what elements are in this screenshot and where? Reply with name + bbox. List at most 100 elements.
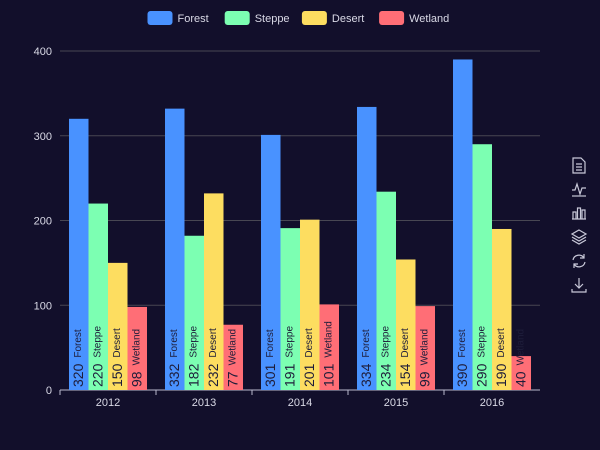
bar-series-label: Wetland (515, 329, 526, 366)
bar-forest-2014[interactable] (261, 134, 281, 390)
y-tick-label: 400 (34, 46, 52, 58)
bar-forest-2012[interactable] (69, 118, 89, 391)
bar-series-label: Forest (73, 329, 84, 358)
bar-value-label: 154 (397, 363, 413, 387)
bar-series-label: Forest (361, 329, 372, 358)
bar-data-label: 234 Steppe (377, 326, 393, 387)
bar-series-label: Desert (400, 328, 411, 358)
bar-series-label: Wetland (323, 321, 334, 358)
bar-labels: 320 Forest 220 Steppe 150 Desert 98 Wetland 332 F… (70, 321, 529, 387)
bars (69, 59, 532, 391)
bar-value-label: 150 (109, 363, 125, 387)
bar-series-label: Steppe (476, 326, 487, 358)
bar-data-label: 182 Steppe (185, 326, 201, 387)
legend-swatch (301, 11, 327, 25)
bar-value-label: 190 (493, 363, 509, 387)
bar-wetland-2012[interactable] (127, 306, 148, 390)
legend[interactable]: Forest Steppe Desert Wetland (147, 11, 450, 25)
download-icon[interactable] (571, 278, 587, 293)
bar-data-label: 332 Forest (166, 329, 182, 387)
bar-value-label: 290 (473, 363, 489, 387)
stack-icon[interactable] (570, 229, 588, 245)
bar-series-label: Wetland (131, 329, 142, 366)
legend-swatch (147, 11, 173, 25)
bar-data-label: 154 Desert (397, 328, 413, 387)
bar-data-label: 201 Desert (301, 328, 317, 387)
bar-steppe-2013[interactable] (184, 235, 205, 390)
bar-series-label: Steppe (92, 326, 103, 358)
bar-steppe-2012[interactable] (88, 203, 109, 390)
bar-forest-2013[interactable] (165, 108, 185, 390)
bar-value-label: 232 (205, 363, 221, 387)
data-view-icon[interactable] (572, 157, 586, 174)
y-tick-label: 300 (34, 131, 52, 143)
bar-data-label: 99 Wetland (416, 329, 432, 387)
legend-label: Steppe (255, 13, 290, 25)
legend-label: Forest (178, 13, 209, 25)
bar-forest-2015[interactable] (357, 106, 377, 390)
legend-item-forest[interactable]: Forest (147, 11, 209, 25)
bar-series-label: Steppe (188, 326, 199, 358)
bar-value-label: 182 (185, 363, 201, 387)
bar-series-label: Wetland (227, 329, 238, 366)
legend-label: Wetland (409, 13, 449, 25)
bar-value-label: 234 (377, 363, 393, 387)
y-tick-label: 100 (34, 300, 52, 312)
bar-data-label: 77 Wetland (224, 329, 240, 387)
bar-desert-2015[interactable] (396, 259, 416, 390)
bar-wetland-2014[interactable] (319, 304, 340, 390)
legend-item-desert[interactable]: Desert (301, 11, 364, 25)
x-tick-label: 2013 (192, 397, 216, 409)
bar-value-label: 301 (262, 363, 278, 387)
legend-label: Desert (332, 13, 364, 25)
bar-desert-2012[interactable] (108, 262, 128, 390)
bar-value-label: 77 (224, 371, 240, 387)
bar-desert-2014[interactable] (300, 219, 320, 390)
bar-desert-2016[interactable] (492, 228, 512, 390)
line-chart-icon[interactable] (572, 182, 586, 197)
bar-series-label: Desert (304, 328, 315, 358)
legend-item-wetland[interactable]: Wetland (379, 11, 449, 25)
bar-data-label: 390 Forest (454, 329, 470, 387)
restore-icon[interactable] (572, 254, 586, 268)
bar-data-label: 232 Desert (205, 328, 221, 387)
bar-steppe-2014[interactable] (280, 228, 301, 390)
bar-data-label: 301 Forest (262, 329, 278, 387)
bar-value-label: 101 (320, 363, 336, 387)
bar-series-label: Desert (496, 328, 507, 358)
bar-series-label: Forest (169, 329, 180, 358)
bar-wetland-2015[interactable] (415, 306, 436, 390)
bar-data-label: 320 Forest (70, 329, 86, 387)
bar-data-label: 40 Wetland (512, 329, 528, 387)
bar-series-label: Desert (208, 328, 219, 358)
bar-series-label: Forest (457, 329, 468, 358)
bar-desert-2013[interactable] (204, 193, 224, 390)
bar-value-label: 201 (301, 363, 317, 387)
bar-chart-icon[interactable] (572, 207, 586, 220)
bar-series-label: Steppe (284, 326, 295, 358)
bar-value-label: 320 (70, 363, 86, 387)
bar-series-label: Steppe (380, 326, 391, 358)
y-tick-label: 0 (46, 385, 52, 397)
bar-series-label: Desert (112, 328, 123, 358)
bar-value-label: 191 (281, 363, 297, 387)
bar-data-label: 191 Steppe (281, 326, 297, 387)
bar-data-label: 220 Steppe (89, 326, 105, 387)
toolbox[interactable] (570, 157, 588, 293)
bar-wetland-2016[interactable] (511, 356, 532, 390)
legend-item-steppe[interactable]: Steppe (224, 11, 290, 25)
legend-swatch (224, 11, 250, 25)
bar-value-label: 220 (89, 363, 105, 387)
bar-series-label: Forest (265, 329, 276, 358)
bar-value-label: 334 (358, 363, 374, 387)
bar-forest-2016[interactable] (453, 59, 473, 390)
bar-steppe-2016[interactable] (472, 144, 493, 390)
bar-value-label: 40 (512, 371, 528, 387)
bar-series-label: Wetland (419, 329, 430, 366)
bar-data-label: 334 Forest (358, 329, 374, 387)
legend-swatch (379, 11, 405, 25)
x-tick-label: 2012 (96, 397, 120, 409)
bar-wetland-2013[interactable] (223, 324, 244, 390)
bar-steppe-2015[interactable] (376, 191, 397, 390)
